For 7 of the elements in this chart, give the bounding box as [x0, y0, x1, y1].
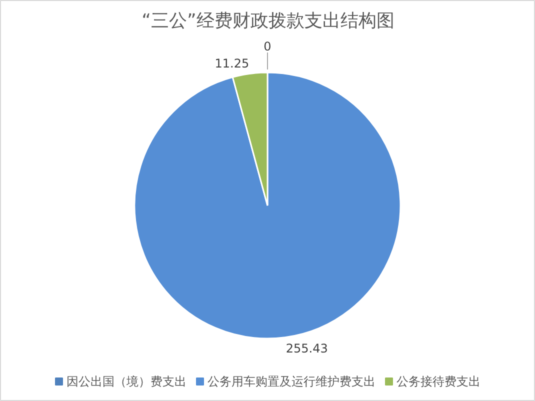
- text: 0: [264, 40, 272, 54]
- data-label: 255.43: [286, 341, 328, 356]
- chart-title: “三公”经费财政拨款支出结构图: [142, 10, 394, 32]
- data-label: 11.25: [214, 56, 250, 71]
- legend-label: 公务用车购置及运行维护费支出: [208, 374, 376, 388]
- legend-label: 公务接待费支出: [396, 374, 480, 388]
- legend-label: 因公出国（境）费支出: [66, 374, 186, 388]
